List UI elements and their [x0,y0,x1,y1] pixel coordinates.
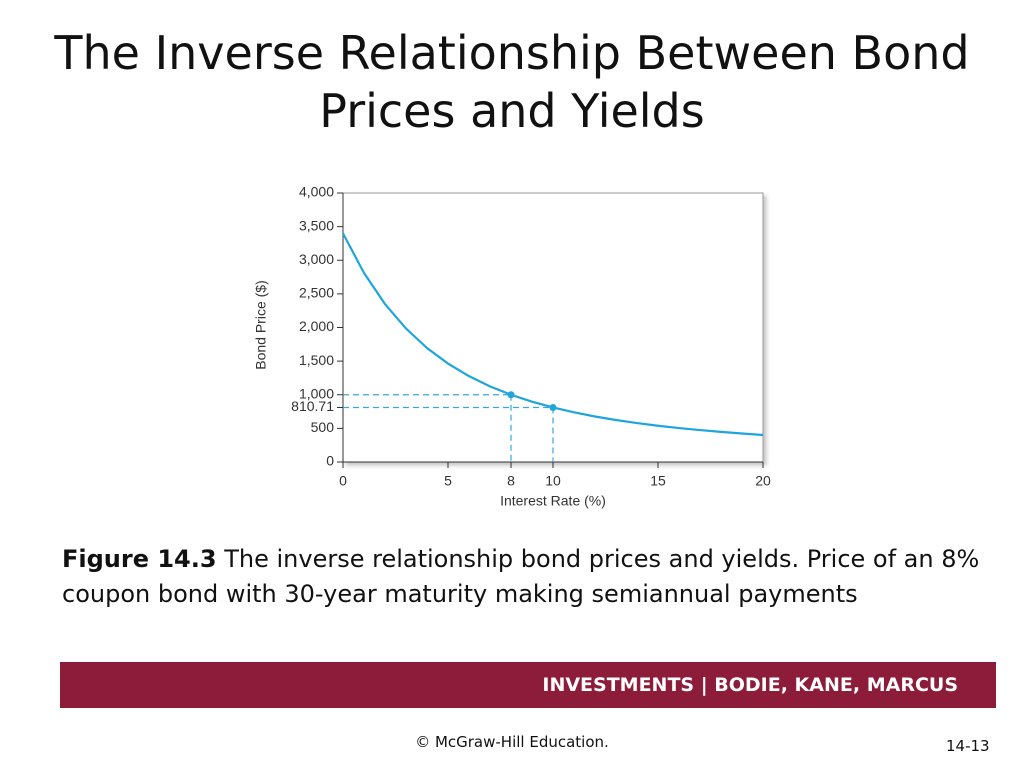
page-number: 14-13 [946,737,990,755]
x-axis-label: Interest Rate (%) [500,493,606,509]
y-tick-label: 2,500 [299,285,334,301]
caption-text: The inverse relationship bond prices and… [62,545,980,608]
footer-banner: INVESTMENTS | BODIE, KANE, MARCUS [60,662,996,708]
x-tick-label: 10 [545,473,561,489]
marker-point [507,391,515,399]
y-tick-label: 1,500 [299,352,334,368]
x-tick-label: 20 [755,473,771,489]
x-tick-label: 15 [650,473,666,489]
y-tick-label: 3,000 [299,251,334,267]
y-tick-label: 810.71 [291,398,334,414]
y-tick-label: 1,000 [299,385,334,401]
y-tick-label: 0 [326,453,334,469]
slide-title: The Inverse Relationship Between Bond Pr… [54,26,970,138]
plot-frame [342,192,764,463]
banner-text: INVESTMENTS | BODIE, KANE, MARCUS [542,674,958,696]
copyright: © McGraw-Hill Education. [415,733,609,751]
marker-point [549,403,557,411]
y-tick-label: 4,000 [299,184,334,200]
y-tick-label: 3,500 [299,217,334,233]
x-tick-label: 8 [507,473,515,489]
x-tick-label: 5 [444,473,452,489]
caption-label: Figure 14.3 [62,545,217,573]
caption: Figure 14.3 The inverse relationship bon… [62,542,982,612]
y-axis-label: Bond Price ($) [253,280,269,369]
chart: Bond Price ($) Interest Rate (%) 0500810… [253,184,771,509]
y-tick-label: 2,000 [299,318,334,334]
y-tick-label: 500 [311,419,335,435]
x-tick-label: 0 [339,473,347,489]
